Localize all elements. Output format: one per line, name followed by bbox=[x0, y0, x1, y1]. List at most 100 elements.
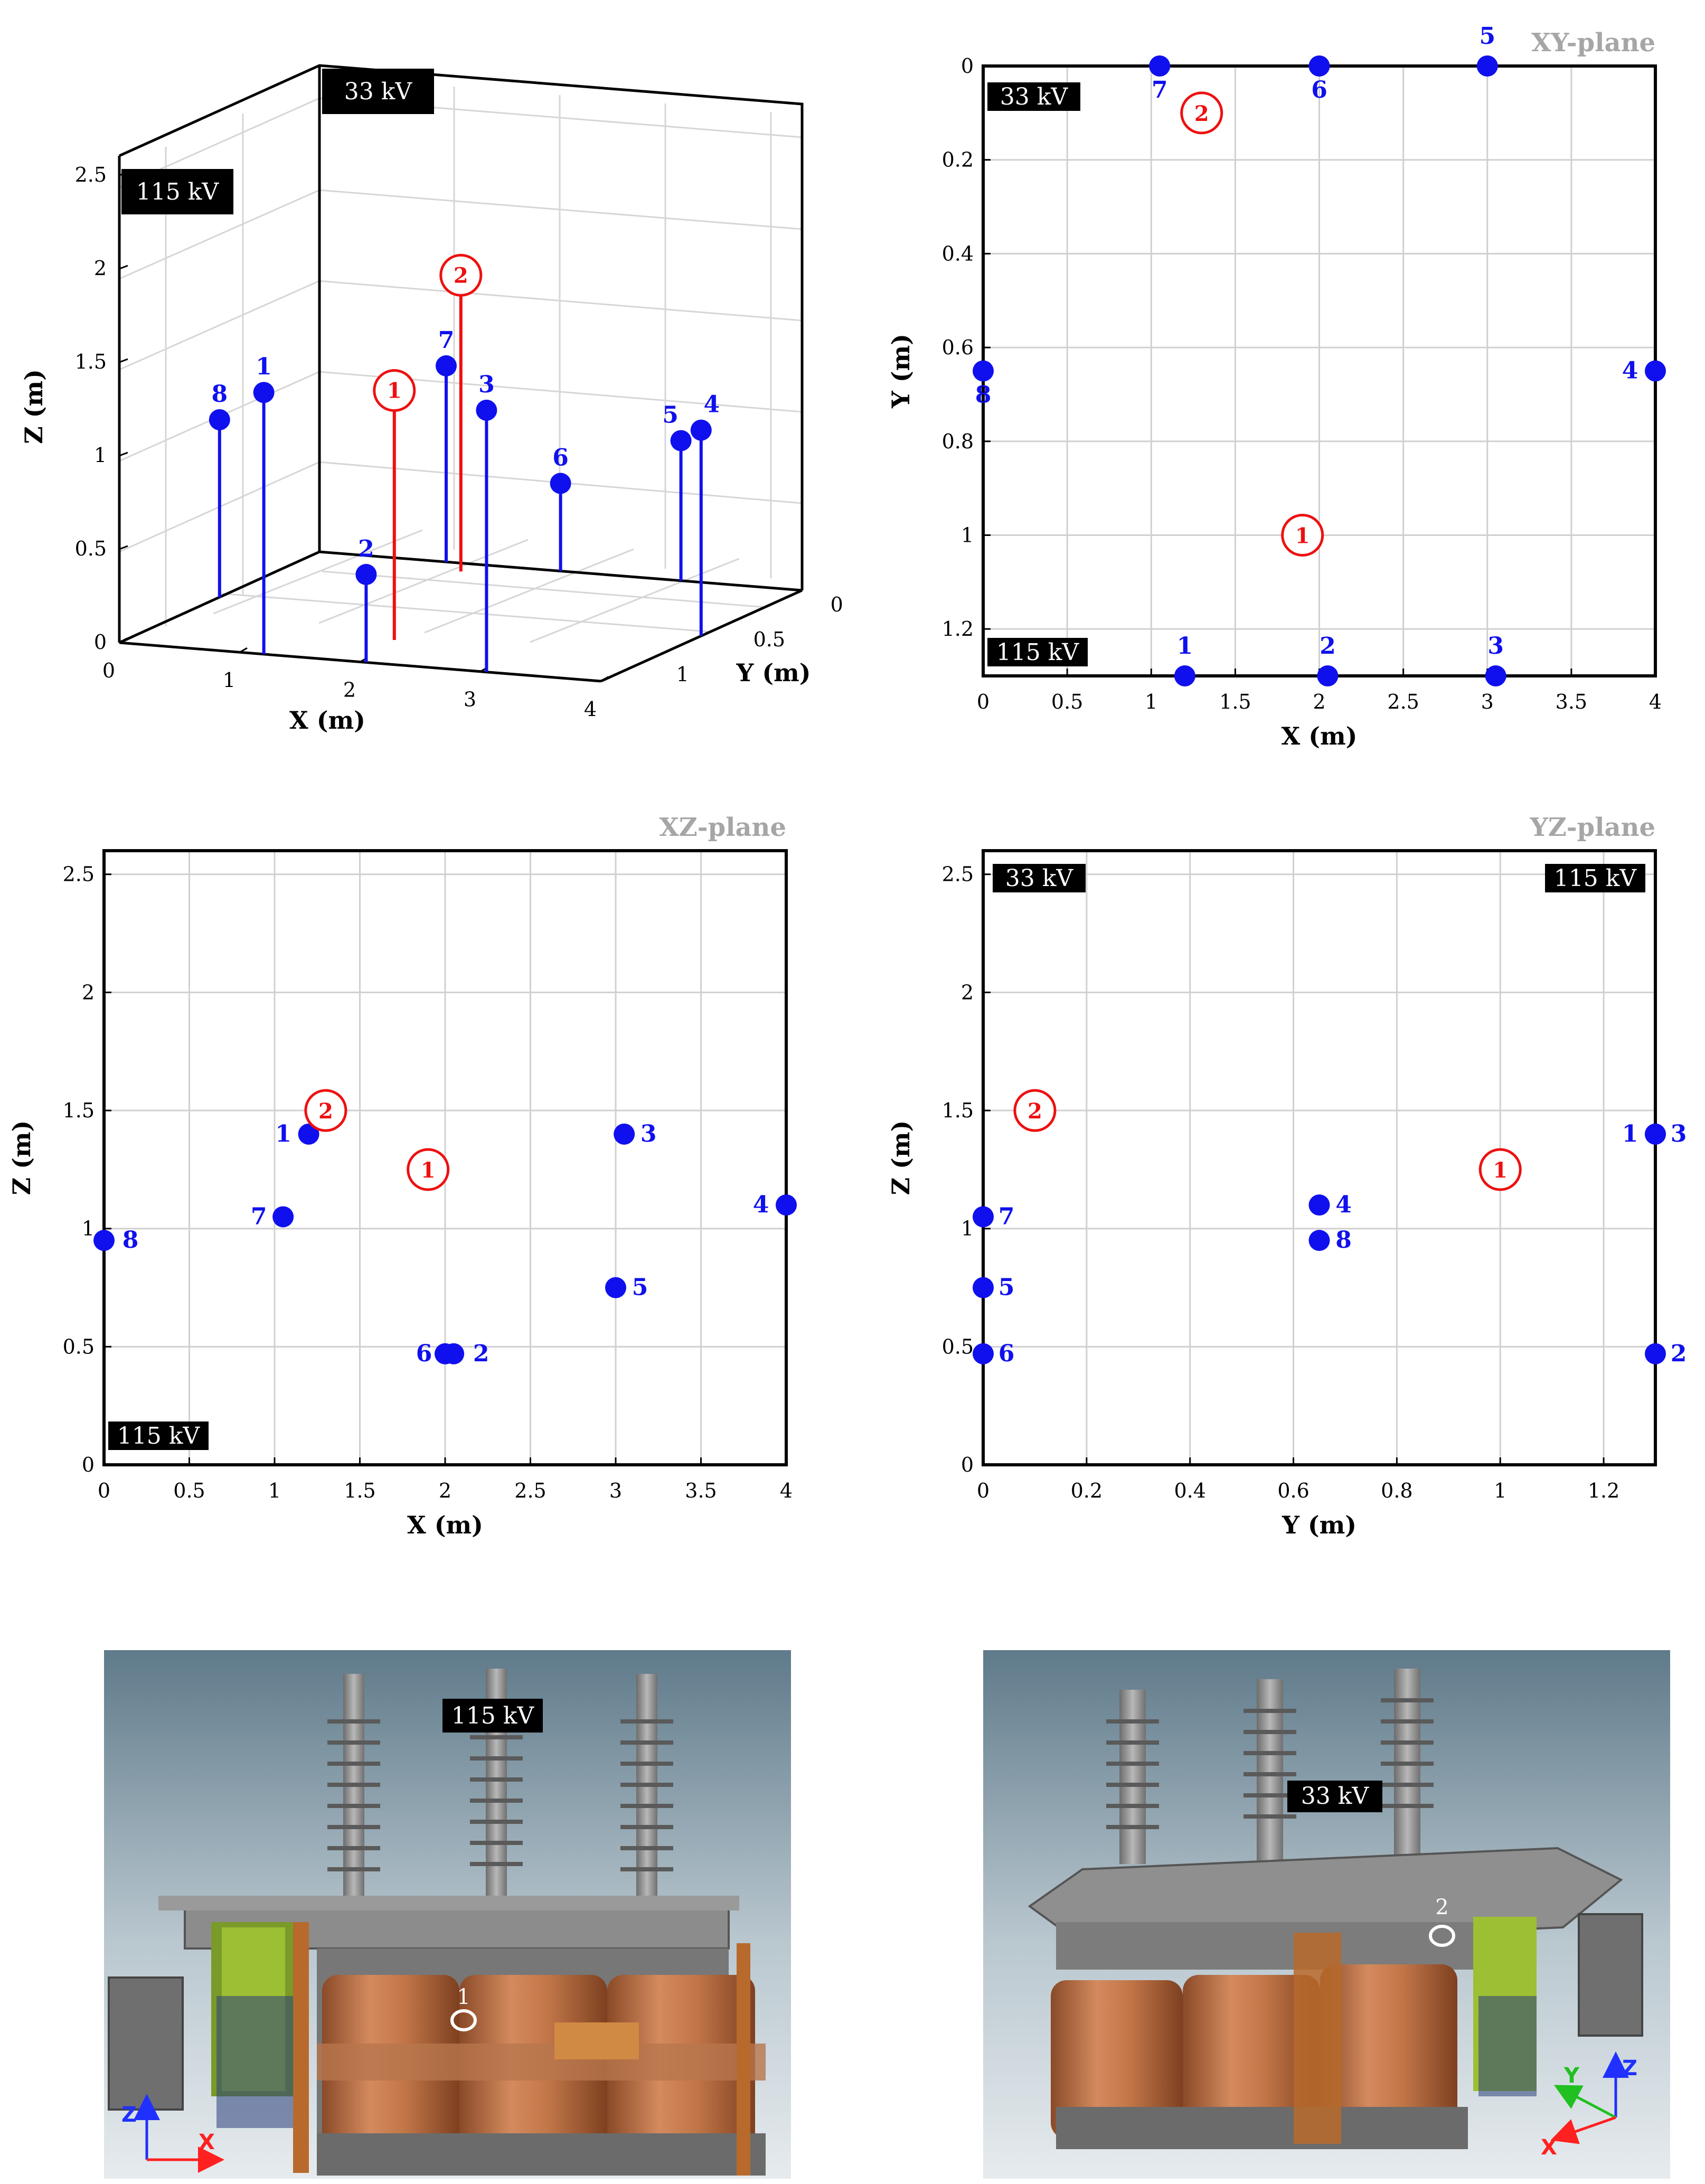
source-marker bbox=[1013, 1089, 1057, 1132]
sensor-point bbox=[1174, 665, 1195, 686]
tick-label-y: 0.5 bbox=[753, 628, 785, 651]
sensor-label: 2 bbox=[1320, 633, 1336, 660]
sensor-label: 3 bbox=[1671, 1121, 1687, 1147]
photo-front-axes-icon: Z X bbox=[121, 2094, 224, 2173]
chart-xz-plane: 0 0.5 1 1.5 2 2.5 3 3.5 4 0 0.5 1 1.5 2 2.5 X (m) Z (m) X… bbox=[7, 813, 797, 1539]
sensor-label: 6 bbox=[1311, 77, 1327, 103]
tick-label-y: 1 bbox=[676, 663, 689, 686]
kv-tag bbox=[108, 1422, 209, 1450]
sensor-label: 1 bbox=[1177, 633, 1193, 660]
tick-label-x: 0.6 bbox=[1277, 1479, 1309, 1502]
sensor-point bbox=[776, 1194, 797, 1216]
sensor-point bbox=[973, 360, 994, 382]
svg-text:33 kV: 33 kV bbox=[344, 78, 413, 105]
sensor-label: 5 bbox=[998, 1274, 1015, 1301]
tick-label-y: 0 bbox=[82, 1453, 95, 1476]
kv-tag-text: 33 kV bbox=[1000, 83, 1069, 110]
tick-label-y: 1.2 bbox=[942, 617, 974, 641]
tick-label-z: 1.5 bbox=[75, 350, 107, 373]
sensor-label: 7 bbox=[251, 1203, 267, 1230]
tick-mark-z bbox=[119, 358, 128, 363]
photo-front-axis-z: Z bbox=[121, 2103, 137, 2127]
y-axis-label: Y (m) bbox=[736, 658, 811, 687]
source-label: 2 bbox=[318, 1099, 333, 1124]
sensor-point bbox=[93, 1230, 115, 1251]
kv-tag bbox=[987, 638, 1088, 666]
source-label: 2 bbox=[454, 263, 468, 288]
sensor-label: 4 bbox=[1335, 1191, 1352, 1218]
tick-label-y: 0 bbox=[961, 54, 974, 78]
sensor-label: 6 bbox=[416, 1340, 432, 1367]
sensor-point bbox=[973, 1277, 994, 1298]
tick-label-z: 2.5 bbox=[75, 163, 107, 186]
sensor-point bbox=[355, 563, 377, 585]
tick-label-x: 4 bbox=[584, 698, 597, 721]
source-marker bbox=[1281, 513, 1324, 557]
chart-3d: 0 0.5 1 1.5 2 2.5 0 1 2 3 4 0 0.5 1 X (m) Y (m) Z (m) 1 2… bbox=[20, 64, 843, 735]
sensor-point bbox=[1149, 55, 1171, 77]
photo-front-marker-label: 1 bbox=[457, 1985, 470, 2009]
tick-label-x: 3.5 bbox=[685, 1479, 717, 1502]
tick-label-y: 2 bbox=[961, 981, 974, 1004]
tick-label-y: 1 bbox=[82, 1217, 95, 1240]
sensor-label: 5 bbox=[1479, 23, 1495, 50]
sensor-label: 3 bbox=[640, 1121, 657, 1147]
tick-mark-z bbox=[119, 265, 128, 270]
kv-tag-text: 115 kV bbox=[996, 639, 1080, 666]
tick-label-x: 3 bbox=[1481, 690, 1494, 713]
y-axis-label: Z (m) bbox=[887, 1121, 915, 1195]
3d-kv-label-115: 115 kV bbox=[121, 169, 233, 214]
source-label: 1 bbox=[1493, 1158, 1508, 1183]
kv-tag-text: 115 kV bbox=[1554, 865, 1637, 892]
chart-xy-plane: 0 0.5 1 1.5 2 2.5 3 3.5 4 0 0.2 0.4 0.6 0.8 1 1.2 X (m) Y… bbox=[887, 23, 1666, 750]
y-axis-label: Z (m) bbox=[7, 1121, 36, 1195]
kv-tag bbox=[993, 864, 1086, 892]
tick-label-x: 0.5 bbox=[1051, 690, 1083, 713]
tick-label-x: 0 bbox=[102, 659, 115, 682]
tick-label-y: 0.5 bbox=[63, 1335, 95, 1358]
plane-title: XZ-plane bbox=[659, 813, 786, 842]
sensor-point bbox=[614, 1123, 635, 1145]
sensor-point bbox=[209, 409, 230, 430]
tick-label-y: 0.8 bbox=[942, 430, 974, 453]
sensor-point bbox=[1645, 360, 1666, 382]
photo-iso-marker-label: 2 bbox=[1435, 1895, 1448, 1919]
chart-yz-plane: 0 0.2 0.4 0.6 0.8 1 1.2 0 0.5 1 1.5 2 2.5 Y (m) Z (m) Y… bbox=[887, 813, 1687, 1539]
sensor-point bbox=[1645, 1343, 1666, 1364]
tick-label-x: 2.5 bbox=[1387, 690, 1419, 713]
source-marker bbox=[373, 369, 416, 412]
tick-label-z: 0.5 bbox=[75, 537, 107, 560]
y-axis-label: Y (m) bbox=[887, 334, 915, 409]
source-marker bbox=[439, 253, 483, 297]
tick-label-x: 0.4 bbox=[1174, 1479, 1205, 1502]
sensor-point bbox=[1485, 665, 1506, 686]
source-label: 2 bbox=[1028, 1099, 1042, 1124]
tick-mark-x bbox=[239, 647, 248, 653]
tick-label-y: 0 bbox=[961, 1453, 974, 1476]
tick-label-x: 0.8 bbox=[1381, 1479, 1412, 1502]
photo-front-marker-circle bbox=[450, 2009, 477, 2031]
sensor-label: 2 bbox=[473, 1340, 489, 1367]
tick-label-x: 2 bbox=[343, 678, 356, 701]
sensor-label: 1 bbox=[275, 1121, 291, 1147]
sensor-point bbox=[973, 1206, 994, 1228]
photo-iso-axis-x: X bbox=[1541, 2135, 1557, 2160]
tick-label-x: 0.2 bbox=[1071, 1479, 1103, 1502]
plot-frame bbox=[102, 849, 788, 1466]
sensor-label: 8 bbox=[975, 382, 992, 409]
tick-label-y: 2.5 bbox=[942, 863, 974, 886]
plane-title: XY-plane bbox=[1531, 28, 1655, 58]
tick-label-x: 4 bbox=[1649, 690, 1662, 713]
x-axis-label: Y (m) bbox=[1282, 1511, 1357, 1539]
tick-label-x: 0.5 bbox=[173, 1479, 205, 1502]
plane-title: YZ-plane bbox=[1529, 813, 1655, 842]
photo-front-kv-label: 115 kV bbox=[451, 1702, 535, 1729]
sensor-point bbox=[272, 1206, 294, 1228]
transformer-photo-iso: 33 kV 2 Z Y X bbox=[983, 1650, 1670, 2179]
tick-label-y: 2.5 bbox=[63, 863, 95, 886]
source-marker bbox=[304, 1089, 347, 1132]
sensor-label: 8 bbox=[123, 1227, 139, 1254]
sensor-label: 2 bbox=[358, 535, 374, 562]
sensor-point bbox=[690, 419, 712, 441]
